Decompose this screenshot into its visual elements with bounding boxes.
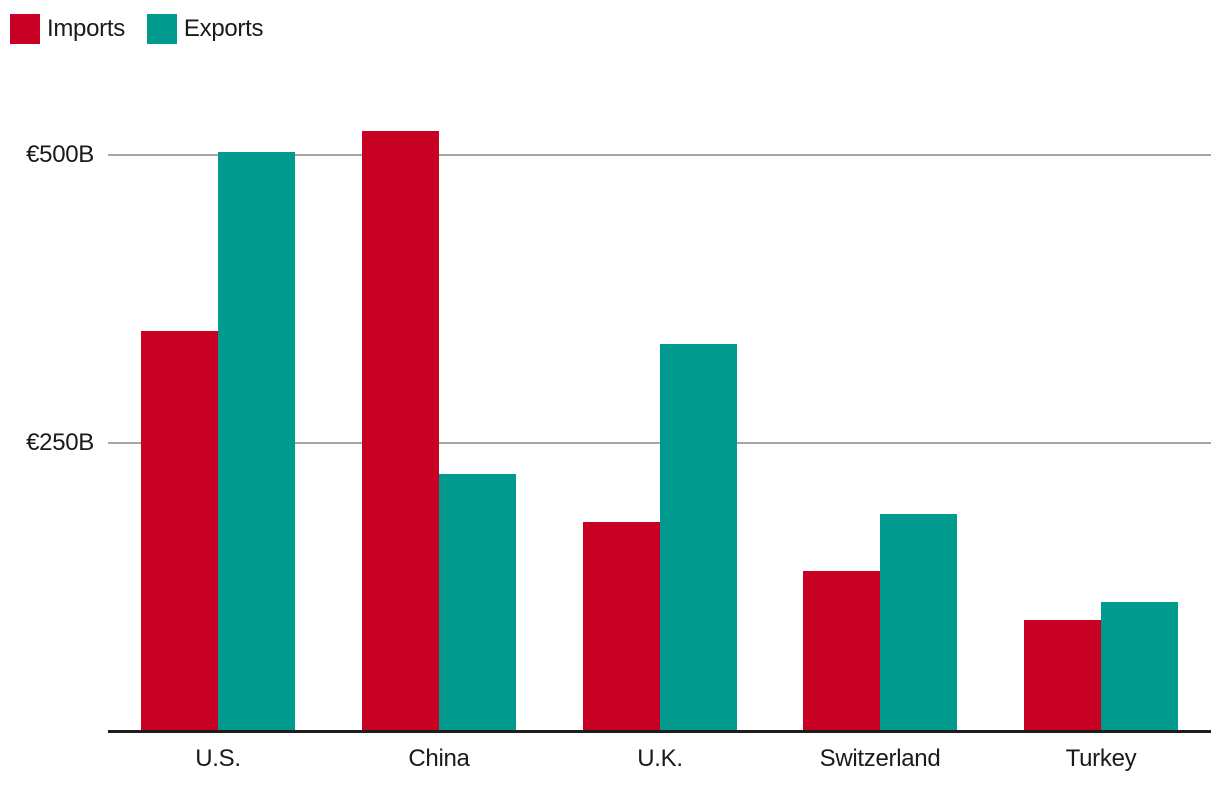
exports-swatch-icon	[146, 14, 177, 44]
exports-legend-label: Exports	[183, 15, 264, 42]
legend-item-exports: Exports	[146, 14, 264, 44]
gridline-500	[108, 154, 1211, 156]
y-tick-label-250: €250B	[26, 429, 94, 456]
bar-imports-turkey	[1024, 620, 1101, 731]
bar-imports-china	[362, 131, 439, 731]
y-tick-label-500: €500B	[26, 141, 94, 168]
legend: Imports Exports	[10, 14, 263, 44]
x-tick-label-turkey: Turkey	[1065, 745, 1137, 772]
bar-exports-uk	[660, 344, 737, 731]
bar-exports-switzerland	[880, 514, 957, 731]
legend-item-imports: Imports	[10, 14, 125, 44]
bar-imports-uk	[583, 522, 660, 731]
bar-imports-switzerland	[803, 571, 880, 731]
imports-legend-label: Imports	[47, 15, 125, 42]
bar-imports-us	[141, 331, 218, 731]
x-tick-label-china: China	[408, 745, 470, 772]
x-tick-label-us: U.S.	[195, 745, 241, 772]
x-tick-label-switzerland: Switzerland	[819, 745, 941, 772]
bar-exports-us	[218, 152, 295, 731]
gridline-250	[108, 442, 1211, 444]
x-axis-line	[108, 730, 1211, 733]
x-tick-label-uk: U.K.	[637, 745, 683, 772]
bar-exports-turkey	[1101, 602, 1178, 731]
imports-swatch-icon	[10, 14, 40, 44]
bar-exports-china	[439, 474, 516, 731]
